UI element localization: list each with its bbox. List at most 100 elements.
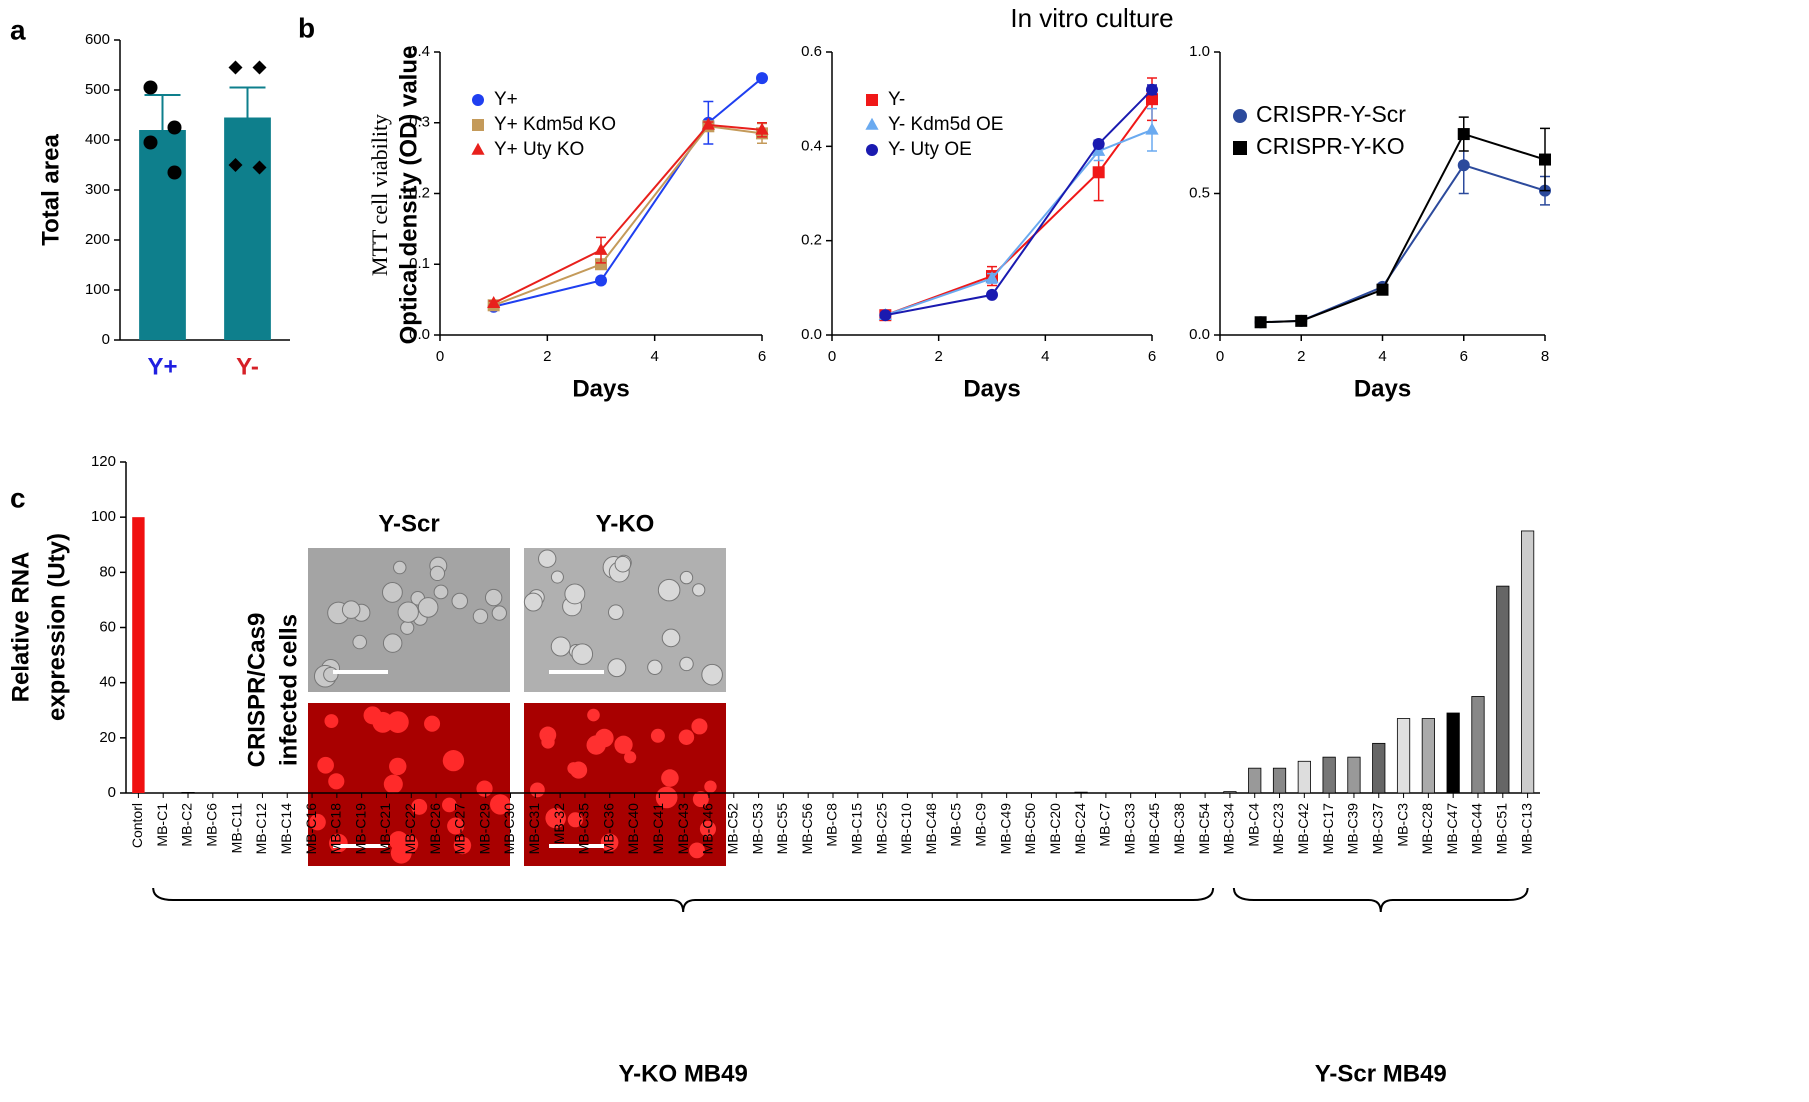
x-tick-label: 6: [1460, 348, 1468, 365]
x-tick-label: MB-C28: [1419, 803, 1435, 855]
x-tick-label: MB-C56: [799, 803, 815, 855]
x-tick-label: MB-C50: [1022, 803, 1038, 855]
legend-marker: [1233, 109, 1247, 123]
cell: [550, 636, 571, 657]
x-tick-label: MB-C19: [352, 803, 368, 855]
cell: [655, 786, 678, 809]
series-line: [493, 125, 763, 307]
cell: [451, 592, 468, 610]
image-caption: infected cells: [275, 614, 302, 766]
cell: [678, 729, 695, 745]
y-axis-label: expression (Uty): [43, 533, 70, 721]
data-point: [986, 288, 998, 301]
y-tick-label: 600: [85, 31, 110, 48]
cell: [608, 604, 624, 621]
x-tick-label: MB-C38: [1171, 803, 1187, 855]
cell: [661, 628, 681, 648]
data-point: [1539, 153, 1551, 166]
cell: [571, 643, 594, 665]
x-tick-label: MB-C25: [873, 803, 889, 855]
x-tick-label: MB-C10: [898, 803, 914, 855]
data-point: [252, 60, 267, 75]
x-tick-label: MB-C34: [1221, 803, 1237, 855]
x-tick-label: MB-C14: [278, 803, 294, 855]
x-tick-label: MB-C4: [1245, 803, 1261, 847]
x-axis-label: Days: [572, 375, 629, 402]
data-point: [1376, 283, 1389, 296]
legend-marker: [865, 117, 879, 130]
bar: [1396, 718, 1411, 794]
x-tick-label: MB-C6: [204, 803, 220, 847]
data-point: [1457, 128, 1470, 141]
image-caption: CRISPR/Cas9: [243, 613, 270, 768]
chart-title: In vitro culture: [1010, 3, 1173, 33]
cell: [411, 798, 428, 815]
cell: [363, 706, 382, 725]
y-tick-label: 0.6: [801, 43, 822, 60]
bar: [1471, 696, 1485, 794]
data-point: [143, 135, 158, 150]
x-tick-label: 0: [828, 348, 836, 365]
y-tick-label: 60: [99, 618, 116, 635]
y-tick-label: 0.4: [409, 43, 430, 60]
x-tick-label: MB-C44: [1469, 803, 1485, 855]
y-tick-label: 0.3: [409, 114, 430, 131]
data-point: [756, 72, 768, 85]
y-tick-label: 0.1: [409, 255, 430, 272]
cell: [692, 583, 706, 597]
cell: [607, 658, 627, 678]
y-tick-label: 100: [91, 508, 116, 525]
image-label: Y-Scr: [378, 510, 439, 537]
y-tick-label: 0.4: [801, 137, 822, 154]
cell: [614, 555, 632, 573]
x-tick-label: MB-C5: [948, 803, 964, 847]
data-point: [879, 309, 892, 322]
legend-label: Y+: [494, 89, 518, 110]
x-tick-label: MB-C27: [452, 803, 468, 855]
y-tick-label: 200: [85, 231, 110, 248]
legend-marker: [866, 94, 878, 106]
cell: [699, 820, 717, 838]
x-tick-label: MB-C17: [1320, 803, 1336, 855]
group-label: Y-KO MB49: [618, 1060, 747, 1087]
x-tick-label: MB-C13: [1518, 803, 1534, 855]
y-tick-label: 40: [99, 674, 116, 691]
x-tick-label: MB-C41: [650, 803, 666, 855]
y-tick-label: 400: [85, 131, 110, 148]
cell: [704, 780, 717, 793]
image-label: Y-KO: [596, 510, 655, 537]
data-point: [1457, 159, 1470, 172]
cell: [484, 588, 503, 607]
x-tick-label: MB-C55: [774, 803, 790, 855]
data-point: [595, 274, 607, 287]
data-point: [1092, 137, 1105, 150]
x-tick-label: MB-C3: [1394, 803, 1410, 847]
x-tick-label: MB-C16: [303, 803, 319, 855]
y-tick-label: 300: [85, 181, 110, 198]
x-tick-label: MB-C49: [997, 803, 1013, 855]
data-point: [1295, 314, 1308, 327]
x-tick-label: Y-: [236, 353, 259, 380]
x-tick-label: MB-C42: [1295, 803, 1311, 855]
x-tick-label: Y+: [147, 353, 177, 380]
x-tick-label: MB-C23: [1270, 803, 1286, 855]
x-tick-label: MB-C45: [1146, 803, 1162, 855]
x-tick-label: MB-C1: [154, 803, 170, 847]
data-point: [167, 120, 182, 135]
cell: [389, 757, 407, 776]
data-point: [1146, 93, 1158, 106]
legend-label: Y-: [888, 89, 905, 110]
x-tick-label: MB-C54: [1196, 803, 1212, 855]
data-point: [228, 60, 243, 75]
legend-label: Y+ Kdm5d KO: [494, 114, 616, 135]
y-tick-label: 0: [108, 784, 116, 801]
data-point: [143, 80, 158, 95]
legend-marker: [1233, 141, 1247, 155]
cell: [382, 633, 403, 653]
data-point: [228, 158, 243, 172]
cell: [701, 663, 723, 686]
micrographs: [308, 548, 726, 866]
cell: [624, 751, 637, 764]
group-brace: [152, 887, 1215, 913]
legend-marker: [866, 144, 878, 156]
